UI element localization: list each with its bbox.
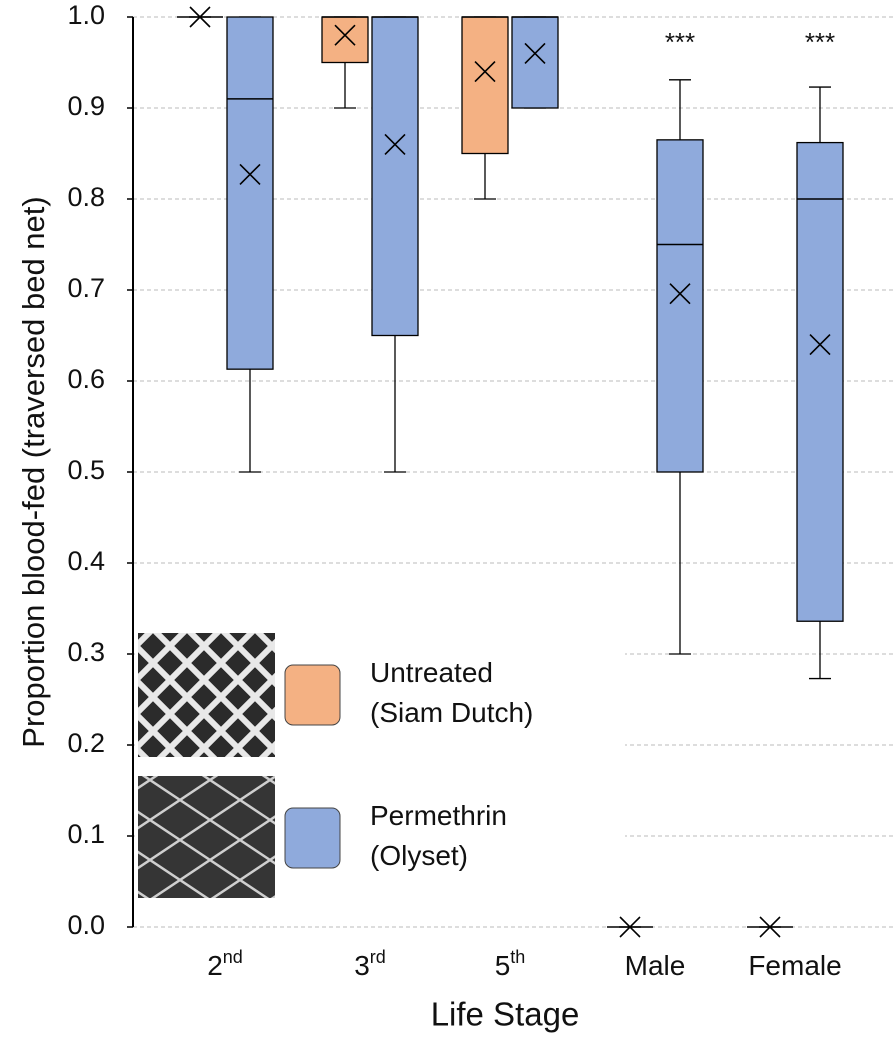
x-tick-label: 3rd [354,947,386,982]
significance: *** [665,27,695,57]
box [511,16,559,109]
mean-marker [384,133,406,155]
legend-swatch [284,664,341,726]
category-label: 3 [354,950,370,981]
x-tick-label: 5th [495,947,526,982]
box [461,16,509,155]
category-superscript: nd [223,947,243,967]
x-tick-label: Female [748,950,841,981]
box [226,16,274,370]
net-photo-untreated [138,633,275,757]
mean-marker [189,6,211,28]
legend-line: (Siam Dutch) [370,697,533,728]
category-superscript: th [510,947,525,967]
category-label: 5 [495,950,511,981]
category-label: Male [625,950,686,981]
legend-line: (Olyset) [370,840,468,871]
y-tick-label: 0.0 [67,910,105,940]
category-label: 2 [207,950,223,981]
y-tick-label: 0.9 [67,91,105,121]
mean-marker [474,61,496,83]
legend-line: Untreated [370,657,493,688]
y-tick-label: 0.2 [67,728,105,758]
mean-marker [334,24,356,46]
y-tick-label: 0.4 [67,546,105,576]
legend-swatch [284,807,341,869]
legend-line: Permethrin [370,800,507,831]
mean-marker [619,916,641,938]
net-photo-permethrin [138,776,275,898]
legend: Untreated (Siam Dutch) Permethrin (Olyset) [284,657,533,871]
category-label: Female [748,950,841,981]
x-tick-label: Male [625,950,686,981]
significance: *** [805,27,835,57]
legend-label: Permethrin (Olyset) [370,800,507,871]
box [321,16,369,64]
y-axis-label: Proportion blood-fed (traversed bed net) [16,196,51,747]
mean-marker [669,283,691,305]
y-tick-label: 0.1 [67,819,105,849]
mean-marker [759,916,781,938]
y-tick-label: 0.8 [67,182,105,212]
x-tick-label: 2nd [207,947,243,982]
mean-marker [239,163,261,185]
y-tick-label: 0.7 [67,273,105,303]
y-tick-label: 0.3 [67,637,105,667]
box [796,141,844,622]
marks [177,6,844,938]
mean-marker [524,42,546,64]
mean-marker [809,334,831,356]
y-tick-label: 0.6 [67,364,105,394]
legend-label: Untreated (Siam Dutch) [370,657,533,728]
x-axis-label: Life Stage [431,996,580,1033]
box [371,16,419,337]
y-tick-label: 0.5 [67,455,105,485]
y-tick-label: 1.0 [67,0,105,30]
box [656,139,704,473]
category-superscript: rd [370,947,386,967]
